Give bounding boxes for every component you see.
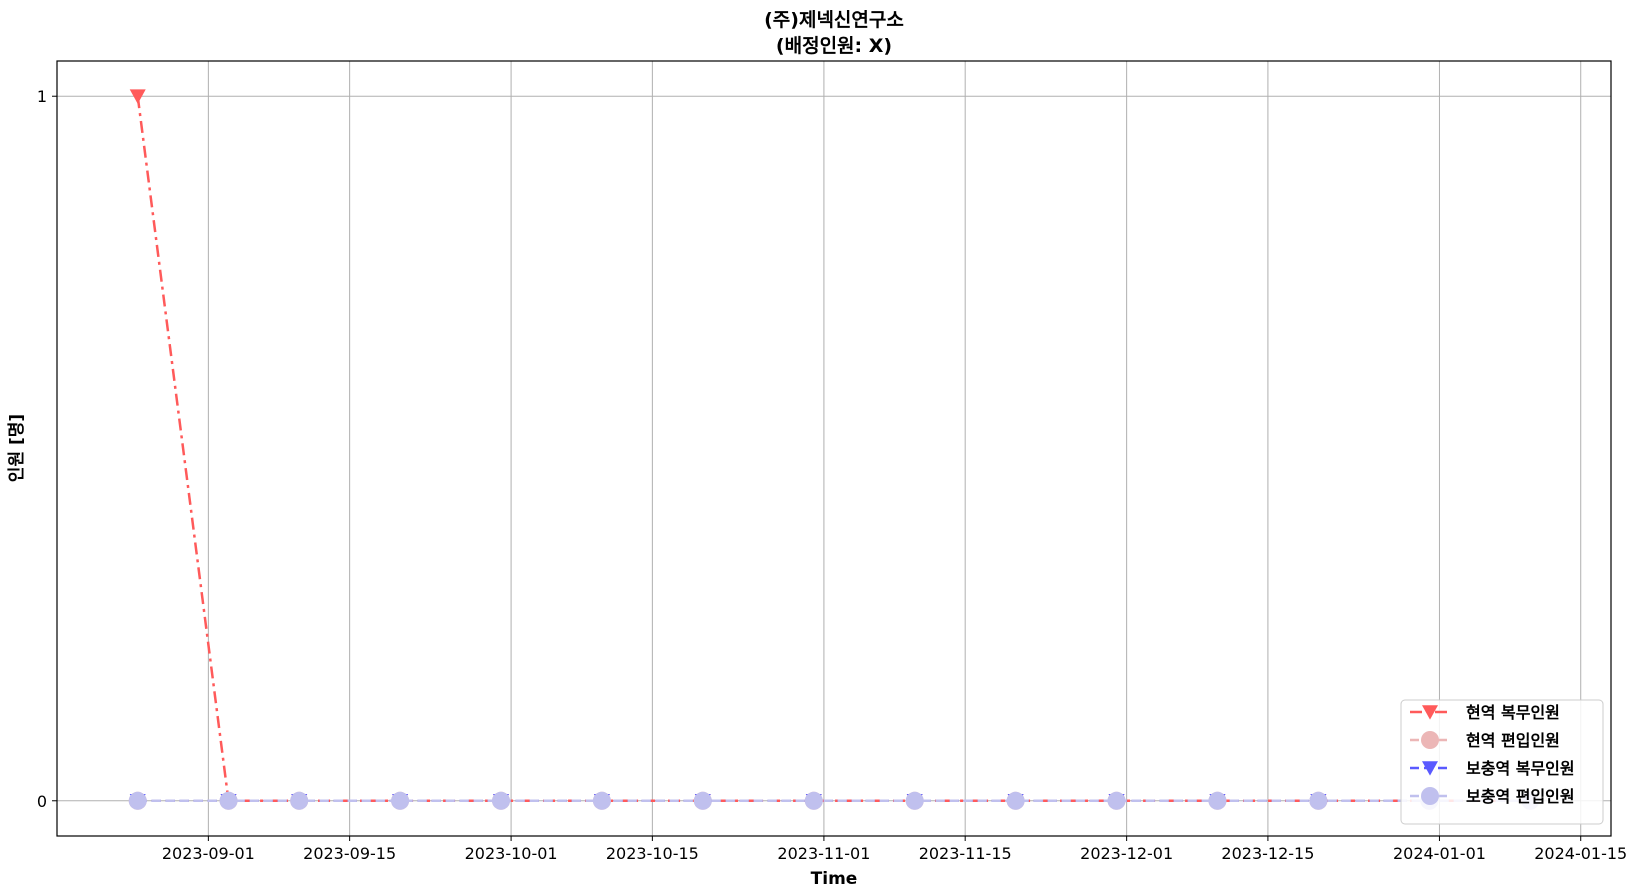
x-tick-label: 2023-10-15: [606, 844, 699, 863]
legend-marker: [1421, 731, 1439, 749]
x-tick-label: 2024-01-01: [1393, 844, 1486, 863]
legend-label: 현역 편입인원: [1466, 731, 1560, 750]
data-point: [905, 791, 924, 810]
legend-marker: [1422, 761, 1438, 776]
x-axis-label: Time: [811, 869, 858, 889]
data-point: [693, 791, 712, 810]
x-tick-label: 2023-11-01: [777, 844, 870, 863]
x-tick-label: 2023-09-15: [303, 844, 396, 863]
y-axis-label: 인원 [명]: [7, 414, 27, 482]
series-group: [128, 89, 1540, 810]
data-point: [129, 89, 146, 104]
data-point: [1107, 791, 1126, 810]
plot-frame: [56, 60, 1612, 837]
data-point: [128, 791, 147, 810]
x-tick-label: 2024-01-15: [1534, 844, 1627, 863]
x-tick-label: 2023-12-01: [1080, 844, 1173, 863]
legend-entry-reserve-serving: 보충역 복무인원: [1410, 759, 1575, 778]
x-tick-label: 2023-09-01: [162, 844, 255, 863]
y-tick-label: 1: [37, 87, 47, 106]
legend-label: 보충역 복무인원: [1466, 759, 1575, 778]
legend-marker: [1421, 787, 1439, 805]
y-axis-ticks: 01: [37, 87, 57, 811]
data-point: [1006, 791, 1025, 810]
legend-label: 보충역 편입인원: [1466, 787, 1575, 806]
x-axis-ticks: 2023-09-01 2023-09-15 2023-10-01 2023-10-15…: [162, 836, 1627, 863]
chart-title: (주)제넥신연구소: [764, 9, 904, 31]
legend-entry-reserve-enrolled: 보충역 편입인원: [1410, 787, 1575, 806]
data-point: [290, 791, 309, 810]
data-point: [804, 791, 823, 810]
data-point: [592, 791, 611, 810]
legend-marker: [1422, 705, 1438, 720]
x-tick-label: 2023-10-01: [465, 844, 558, 863]
data-point: [1208, 791, 1227, 810]
legend-box: [1400, 699, 1604, 825]
data-point: [492, 791, 510, 810]
data-point: [1309, 791, 1328, 810]
x-tick-label: 2023-12-15: [1221, 844, 1314, 863]
y-tick-label: 0: [37, 792, 47, 811]
legend-entry-active-duty-enrolled: 현역 편입인원: [1410, 731, 1560, 750]
legend-entry-active-duty-serving: 현역 복무인원: [1410, 703, 1560, 722]
data-point: [219, 791, 238, 810]
legend-label: 현역 복무인원: [1466, 703, 1560, 722]
chart-subtitle: (배정인원: X): [776, 35, 892, 57]
x-tick-label: 2023-11-15: [919, 844, 1012, 863]
data-point: [391, 791, 410, 810]
